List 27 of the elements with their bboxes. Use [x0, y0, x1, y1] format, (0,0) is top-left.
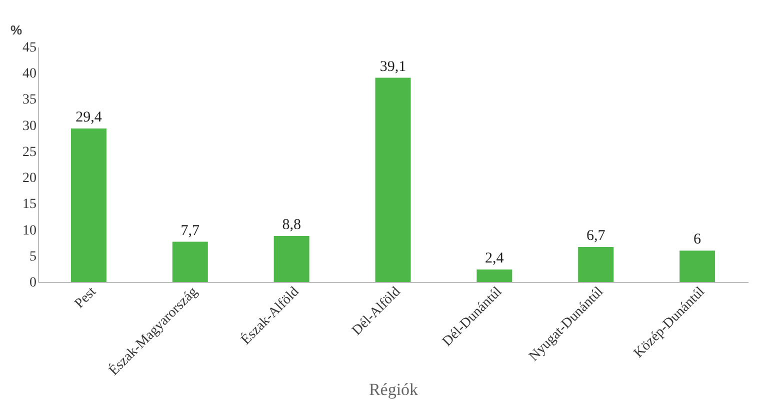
y-axis-title: % [10, 22, 22, 38]
bar [578, 247, 614, 282]
x-axis-title: Régiók [368, 380, 419, 399]
y-tick-label: 25 [22, 144, 36, 160]
data-label: 6,7 [586, 228, 606, 244]
data-label: 29,4 [76, 109, 102, 126]
y-tick-label: 45 [22, 40, 36, 56]
data-label: 8,8 [282, 217, 301, 234]
bar [476, 269, 512, 282]
data-label: 2,4 [485, 250, 504, 266]
data-label: 7,7 [180, 222, 200, 239]
y-tick-label: 0 [30, 276, 36, 290]
y-tick-label: 10 [22, 223, 36, 238]
y-tick-label: 5 [30, 249, 36, 264]
bar [172, 242, 208, 282]
bar [274, 236, 310, 282]
y-tick-label: 15 [22, 197, 36, 212]
y-tick-label: 20 [22, 171, 36, 186]
x-tick-label: Pest [72, 284, 100, 312]
y-tick-label: 30 [22, 118, 36, 134]
data-label: 6 [694, 232, 702, 248]
bar [70, 128, 106, 282]
y-tick-label: 35 [22, 92, 36, 108]
bar [680, 250, 716, 282]
bar [375, 78, 411, 282]
y-tick-label: 40 [22, 66, 36, 82]
data-label: 39,1 [380, 58, 406, 75]
